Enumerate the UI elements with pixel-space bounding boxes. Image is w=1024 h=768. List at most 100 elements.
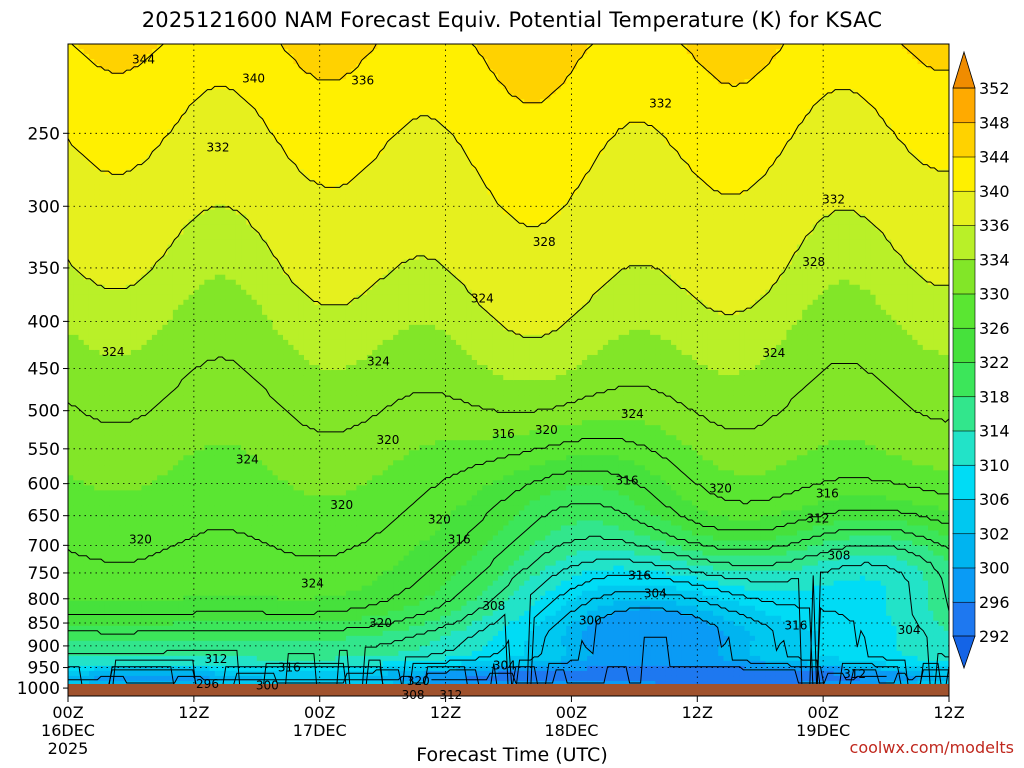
field-cell [178,159,184,165]
field-cell [94,249,101,256]
field-cell [241,169,247,175]
field-cell [83,299,90,306]
field-cell [73,84,80,90]
field-cell [68,445,74,451]
field-cell [199,560,205,567]
field-cell [204,515,211,522]
field-cell [183,309,190,316]
field-cell [125,114,132,120]
field-cell [157,239,163,246]
field-cell [246,154,253,160]
field-cell [146,580,153,587]
field-cell [167,314,174,321]
field-cell [99,480,106,486]
field-cell [241,440,247,446]
field-cell [235,74,242,80]
field-cell [204,294,211,301]
field-cell [115,224,122,231]
field-cell [125,390,132,396]
field-cell [193,565,200,572]
field-cell [256,154,263,160]
field-cell [104,179,111,186]
field-cell [136,84,143,90]
field-cell [151,329,158,336]
field-cell [241,385,247,391]
field-cell [146,124,153,130]
field-cell [246,400,253,406]
field-cell [146,229,153,236]
field-cell [83,460,90,466]
field-cell [120,510,127,517]
field-cell [193,329,200,336]
field-cell [235,415,242,421]
field-cell [220,650,226,657]
field-cell [99,199,106,206]
field-cell [235,455,242,461]
field-cell [225,234,232,241]
field-cell [115,184,122,191]
field-cell [256,500,263,507]
field-cell [188,209,195,216]
field-cell [115,149,122,155]
field-cell [94,129,101,135]
field-cell [235,119,242,125]
field-cell [204,324,211,331]
field-cell [94,525,101,532]
field-cell [193,304,200,311]
field-cell [94,625,101,632]
field-cell [167,395,174,401]
field-cell [94,530,101,537]
field-cell [78,550,85,557]
field-cell [68,670,74,677]
field-cell [120,244,127,251]
field-cell [225,410,232,416]
field-cell [230,475,237,481]
field-cell [199,505,205,512]
field-cell [125,359,132,366]
field-cell [109,440,116,446]
field-cell [109,625,116,632]
field-cell [120,485,127,491]
field-cell [209,194,216,201]
field-cell [136,520,143,527]
field-cell [204,79,211,85]
field-cell [267,114,274,120]
field-cell [225,395,232,401]
field-cell [188,129,195,135]
field-cell [73,435,80,441]
field-cell [125,675,132,682]
field-cell [88,425,95,431]
field-cell [214,339,221,346]
field-cell [256,104,263,110]
field-cell [167,269,174,276]
field-cell [115,44,122,50]
field-cell [193,324,200,331]
field-cell [204,440,211,446]
field-cell [162,129,169,135]
field-cell [193,144,200,150]
field-cell [230,64,237,70]
field-cell [68,219,74,226]
field-cell [157,154,163,160]
field-cell [204,234,211,241]
field-cell [204,550,211,557]
field-cell [99,349,106,356]
field-cell [109,124,116,130]
field-cell [209,460,216,466]
field-cell [115,209,122,216]
field-cell [73,515,80,522]
field-cell [251,455,258,461]
field-cell [193,219,200,226]
field-cell [167,184,174,191]
field-cell [193,660,200,667]
field-cell [172,570,179,577]
field-cell [209,224,216,231]
field-cell [230,395,237,401]
field-cell [157,194,163,201]
field-cell [204,54,211,60]
field-cell [162,239,169,246]
field-cell [94,490,101,496]
field-cell [109,380,116,386]
field-cell [193,124,200,130]
field-cell [225,645,232,652]
